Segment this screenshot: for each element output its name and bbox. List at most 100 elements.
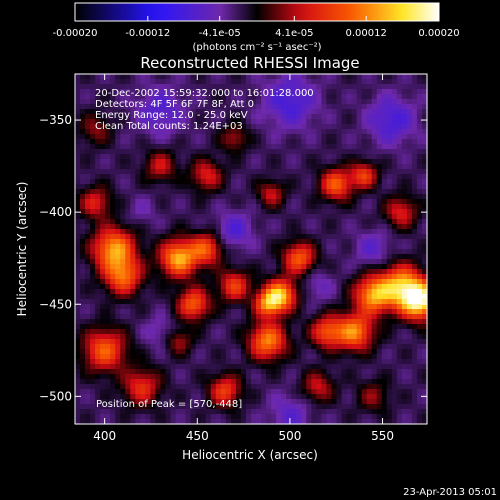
heatmap-cell [170,259,177,265]
heatmap-cell [331,134,338,140]
heatmap-cell [210,309,217,315]
heatmap-cell [90,419,96,425]
heatmap-cell [331,229,338,235]
heatmap-cell [316,124,322,130]
heatmap-cell [281,399,287,405]
heatmap-cell [331,259,338,265]
heatmap-cell [356,384,363,390]
heatmap-cell [75,364,81,370]
heatmap-cell [190,324,197,330]
heatmap-cell [296,274,302,280]
heatmap-cell [200,99,207,105]
heatmap-cell [235,379,242,385]
heatmap-cell [190,409,197,415]
heatmap-cell [296,364,302,370]
heatmap-cell [356,399,363,405]
heatmap-cell [120,149,126,155]
heatmap-cell [85,84,91,90]
heatmap-cell [220,179,227,185]
heatmap-cell [306,79,312,85]
heatmap-cell [361,184,368,190]
heatmap-cell [251,294,257,300]
heatmap-cell [266,249,272,255]
heatmap-cell [145,199,152,205]
heatmap-cell [326,84,333,90]
heatmap-cell [105,269,111,275]
heatmap-cell [296,399,302,405]
heatmap-cell [140,189,146,195]
heatmap-cell [75,224,81,230]
heatmap-cell [80,99,86,105]
heatmap-cell [421,314,428,320]
heatmap-cell [331,324,338,330]
heatmap-cell [271,159,277,165]
heatmap-cell [336,269,343,275]
heatmap-cell [346,124,353,130]
heatmap-cell [331,84,338,90]
heatmap-cell [185,264,192,270]
heatmap-cell [251,154,257,160]
heatmap-cell [321,314,328,320]
heatmap-cell [341,369,348,375]
heatmap-cell [85,144,91,150]
heatmap-cell [361,269,368,275]
heatmap-cell [100,219,106,225]
heatmap-cell [376,239,383,245]
heatmap-cell [336,369,343,375]
heatmap-cell [371,119,378,125]
heatmap-cell [130,419,136,425]
heatmap-cell [406,154,413,160]
heatmap-cell [346,409,353,415]
heatmap-cell [251,99,257,105]
heatmap-cell [225,279,232,285]
heatmap-cell [351,159,358,165]
heatmap-cell [296,194,302,200]
heatmap-cell [271,79,277,85]
heatmap-cell [210,349,217,355]
heatmap-cell [346,244,353,250]
heatmap-cell [346,279,353,285]
heatmap-cell [331,109,338,115]
heatmap-cell [421,179,428,185]
heatmap-cell [195,344,202,350]
heatmap-cell [416,309,423,315]
heatmap-cell [225,259,232,265]
heatmap-cell [396,324,403,330]
heatmap-cell [396,159,403,165]
heatmap-cell [256,404,262,410]
heatmap-cell [281,134,287,140]
heatmap-cell [190,189,197,195]
heatmap-cell [351,154,358,160]
heatmap-cell [160,99,167,105]
heatmap-cell [120,229,126,235]
heatmap-cell [180,234,187,240]
heatmap-cell [381,159,388,165]
heatmap-cell [316,339,322,345]
heatmap-cell [220,324,227,330]
heatmap-cell [251,124,257,130]
heatmap-cell [245,99,252,105]
heatmap-cell [406,264,413,270]
heatmap-cell [205,364,212,370]
heatmap-cell [100,224,106,230]
heatmap-cell [215,229,222,235]
heatmap-cell [210,124,217,130]
heatmap-cell [376,234,383,240]
heatmap-cell [245,204,252,210]
heatmap-cell [200,139,207,145]
heatmap-cell [261,169,267,175]
heatmap-cell [341,109,348,115]
heatmap-cell [371,219,378,225]
heatmap-cell [416,164,423,170]
heatmap-cell [75,179,81,185]
heatmap-cell [180,224,187,230]
heatmap-cell [145,234,152,240]
heatmap-cell [326,124,333,130]
heatmap-cell [371,199,378,205]
heatmap-cell [281,314,287,320]
heatmap-cell [386,174,393,180]
heatmap-cell [235,409,242,415]
heatmap-cell [321,354,328,360]
heatmap-cell [95,334,101,340]
heatmap-cell [386,374,393,380]
